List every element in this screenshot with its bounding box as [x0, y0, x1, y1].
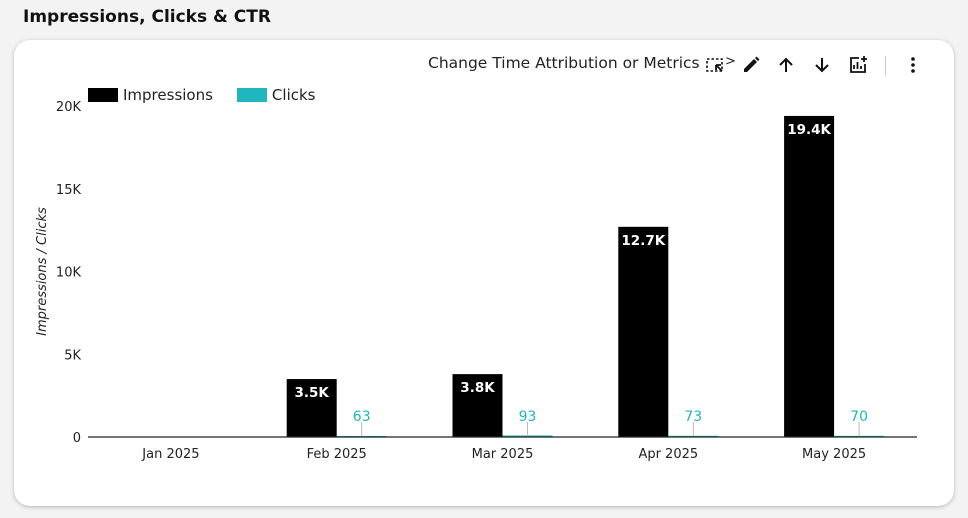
- arrow-down-icon[interactable]: [811, 54, 833, 76]
- x-tick-label: Feb 2025: [307, 447, 367, 462]
- data-label-impressions: 12.7K: [621, 233, 665, 249]
- data-label-clicks: 63: [353, 409, 371, 425]
- change-attribution-link[interactable]: Change Time Attribution or Metrics: [428, 54, 700, 72]
- y-tick-label: 20K: [56, 100, 82, 115]
- legend-swatch-clicks: [236, 88, 267, 102]
- data-label-impressions: 19.4K: [787, 122, 831, 138]
- x-tick-label: Mar 2025: [472, 447, 534, 462]
- more-vert-icon[interactable]: [902, 54, 924, 76]
- y-tick-label: 10K: [56, 266, 82, 281]
- y-tick-label: 15K: [56, 183, 82, 198]
- data-label-impressions: 3.8K: [460, 380, 495, 396]
- add-chart-icon[interactable]: [847, 54, 869, 76]
- y-axis-label: Impressions / Clicks: [35, 207, 50, 336]
- arrow-up-icon[interactable]: [775, 54, 797, 76]
- selection-icon[interactable]: [704, 54, 726, 76]
- toolbar-divider: [885, 56, 886, 76]
- legend-item-impressions[interactable]: Impressions: [88, 86, 213, 104]
- data-label-clicks: 70: [850, 409, 868, 425]
- data-label-clicks: 93: [519, 409, 537, 425]
- chart-legend: Impressions Clicks: [88, 86, 339, 104]
- x-tick-label: Jan 2025: [141, 447, 199, 462]
- legend-swatch-impressions: [88, 88, 118, 102]
- bar-impressions: [452, 374, 503, 437]
- data-label-clicks: 73: [684, 409, 702, 425]
- x-tick-label: Apr 2025: [638, 447, 698, 462]
- y-tick-label: 5K: [64, 348, 81, 363]
- bar-impressions: [784, 115, 835, 438]
- y-tick-label: 0: [73, 431, 81, 446]
- legend-label-impressions: Impressions: [123, 86, 213, 104]
- chevron-right-icon[interactable]: >: [725, 54, 736, 69]
- bar-impressions: [286, 379, 337, 437]
- x-tick-label: May 2025: [802, 447, 866, 462]
- bar-impressions: [618, 226, 669, 437]
- pencil-icon[interactable]: [740, 54, 762, 76]
- legend-item-clicks[interactable]: Clicks: [236, 86, 316, 104]
- page-title: Impressions, Clicks & CTR: [23, 7, 271, 27]
- legend-label-clicks: Clicks: [271, 86, 316, 104]
- data-label-impressions: 3.5K: [295, 385, 330, 401]
